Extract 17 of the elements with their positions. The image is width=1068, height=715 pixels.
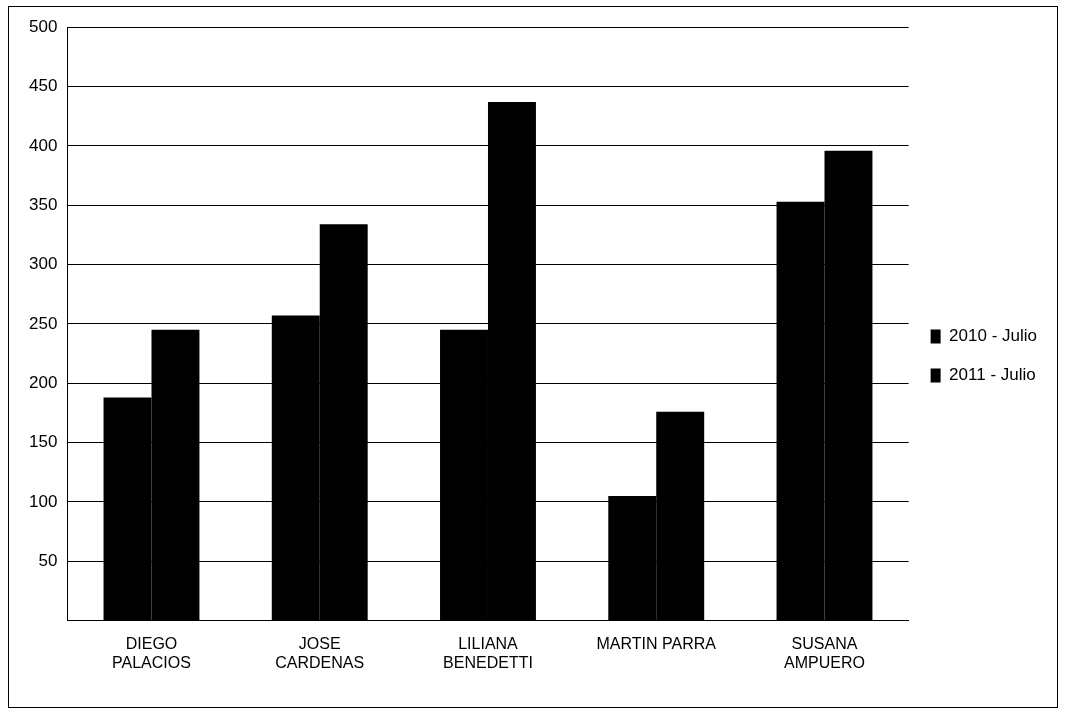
y-tick-label: 200 [28,372,58,392]
y-tick-label: 50 [38,550,58,570]
y-tick-label: 150 [28,432,58,452]
x-tick-label: MARTIN PARRA [596,634,717,652]
legend-label: 2011 - Julio [949,365,1036,385]
y-tick-label: 400 [28,135,58,155]
x-tick-label: SUSANA AMPUERO [784,634,865,671]
y-tick-label: 250 [28,313,58,333]
legend-label: 2010 - Julio [949,326,1037,346]
y-tick-label: 100 [28,491,58,511]
x-tick-label: LILIANA BENEDETTI [443,634,533,671]
x-tick-label: DIEGO PALACIOS [112,634,191,671]
y-tick-label: 300 [28,254,58,274]
y-tick-label: 350 [28,194,58,214]
y-tick-label: 500 [28,16,58,36]
x-tick-label: JOSE CARDENAS [275,634,365,671]
y-tick-label: 450 [28,76,58,96]
